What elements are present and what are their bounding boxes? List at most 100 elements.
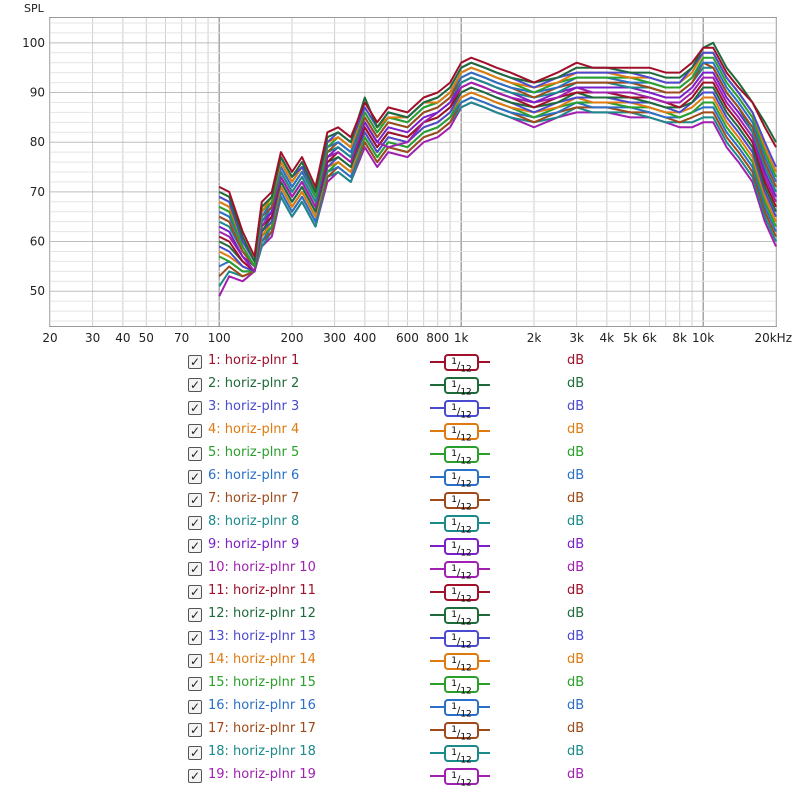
smoothing-label: 1/12 bbox=[444, 515, 479, 535]
smoothing-numerator: 1 bbox=[451, 426, 457, 436]
x-tick-labels: 20 30 40 50 70 100 200 300 400 600 800 1k 2k 3k 4k 5k 6k… bbox=[42, 331, 792, 345]
series-visibility-checkbox[interactable]: ✓ bbox=[188, 470, 202, 484]
smoothing-selector[interactable]: 1/12 bbox=[430, 492, 490, 512]
smoothing-denominator: 12 bbox=[460, 456, 472, 467]
series-visibility-checkbox[interactable]: ✓ bbox=[188, 378, 202, 392]
smoothing-numerator: 1 bbox=[451, 748, 457, 758]
smoothing-selector[interactable]: 1/12 bbox=[430, 584, 490, 604]
legend-row: ✓ 11: horiz-plnr 11 1/12 dB bbox=[188, 581, 608, 604]
smoothing-selector[interactable]: 1/12 bbox=[430, 768, 490, 788]
x-tick-label: 1k bbox=[454, 331, 469, 345]
legend-row: ✓ 15: horiz-plnr 15 1/12 dB bbox=[188, 673, 608, 696]
legend-row: ✓ 2: horiz-plnr 2 1/12 dB bbox=[188, 374, 608, 397]
smoothing-selector[interactable]: 1/12 bbox=[430, 446, 490, 467]
smoothing-numerator: 1 bbox=[451, 587, 457, 597]
smoothing-selector[interactable]: 1/12 bbox=[430, 515, 490, 535]
series-visibility-checkbox[interactable]: ✓ bbox=[188, 654, 202, 668]
unit-label: dB bbox=[567, 606, 585, 621]
series-name: 17: horiz-plnr 17 bbox=[208, 721, 316, 736]
smoothing-numerator: 1 bbox=[451, 725, 457, 735]
x-tick-label: 600 bbox=[396, 331, 419, 345]
smoothing-denominator: 12 bbox=[460, 433, 472, 444]
series-name: 9: horiz-plnr 9 bbox=[208, 537, 300, 552]
series-name: 13: horiz-plnr 13 bbox=[208, 629, 316, 644]
series-visibility-checkbox[interactable]: ✓ bbox=[188, 355, 202, 369]
plot-grid bbox=[49, 18, 777, 326]
smoothing-denominator: 12 bbox=[460, 755, 472, 766]
series-visibility-checkbox[interactable]: ✓ bbox=[188, 493, 202, 507]
smoothing-selector[interactable]: 1/12 bbox=[430, 630, 490, 650]
series-name: 4: horiz-plnr 4 bbox=[208, 422, 300, 437]
smoothing-label: 1/12 bbox=[444, 354, 479, 374]
smoothing-label: 1/12 bbox=[444, 676, 479, 696]
series-line-4 bbox=[218, 51, 777, 263]
x-tick-label: 5k bbox=[623, 331, 638, 345]
series-name: 3: horiz-plnr 3 bbox=[208, 399, 300, 414]
smoothing-selector[interactable]: 1/12 bbox=[430, 469, 490, 489]
smoothing-selector[interactable]: 1/12 bbox=[430, 653, 490, 673]
series-visibility-checkbox[interactable]: ✓ bbox=[188, 539, 202, 553]
smoothing-numerator: 1 bbox=[451, 564, 457, 574]
smoothing-label: 1/12 bbox=[444, 538, 479, 558]
smoothing-selector[interactable]: 1/12 bbox=[430, 676, 490, 696]
unit-label: dB bbox=[567, 422, 585, 437]
smoothing-label: 1/12 bbox=[444, 584, 479, 604]
series-visibility-checkbox[interactable]: ✓ bbox=[188, 769, 202, 783]
smoothing-selector[interactable]: 1/12 bbox=[430, 561, 490, 581]
unit-label: dB bbox=[567, 560, 585, 575]
smoothing-selector[interactable]: 1/12 bbox=[430, 423, 490, 443]
series-visibility-checkbox[interactable]: ✓ bbox=[188, 562, 202, 576]
y-tick-labels: 50 60 70 80 90 100 bbox=[22, 36, 45, 298]
series-visibility-checkbox[interactable]: ✓ bbox=[188, 608, 202, 622]
unit-label: dB bbox=[567, 767, 585, 782]
legend-row: ✓ 8: horiz-plnr 8 1/12 dB bbox=[188, 512, 608, 535]
series-visibility-checkbox[interactable]: ✓ bbox=[188, 723, 202, 737]
smoothing-label: 1/12 bbox=[444, 492, 479, 512]
smoothing-label: 1/12 bbox=[444, 768, 479, 788]
smoothing-label: 1/12 bbox=[444, 722, 479, 742]
unit-label: dB bbox=[567, 744, 585, 759]
series-name: 12: horiz-plnr 12 bbox=[208, 606, 316, 621]
legend-row: ✓ 4: horiz-plnr 4 1/12 dB bbox=[188, 420, 608, 443]
smoothing-denominator: 12 bbox=[460, 410, 472, 421]
series-line-2 bbox=[218, 41, 777, 263]
smoothing-selector[interactable]: 1/12 bbox=[430, 377, 490, 397]
unit-label: dB bbox=[567, 491, 585, 506]
series-name: 2: horiz-plnr 2 bbox=[208, 376, 300, 391]
unit-label: dB bbox=[567, 675, 585, 690]
series-visibility-checkbox[interactable]: ✓ bbox=[188, 700, 202, 714]
smoothing-selector[interactable]: 1/12 bbox=[430, 699, 490, 719]
x-tick-label: 8k bbox=[672, 331, 687, 345]
unit-label: dB bbox=[567, 514, 585, 529]
series-visibility-checkbox[interactable]: ✓ bbox=[188, 401, 202, 415]
smoothing-label: 1/12 bbox=[444, 653, 479, 673]
y-tick-label: 60 bbox=[30, 235, 45, 249]
smoothing-selector[interactable]: 1/12 bbox=[430, 538, 490, 558]
smoothing-label: 1/12 bbox=[444, 699, 479, 719]
smoothing-label: 1/12 bbox=[444, 630, 479, 650]
series-visibility-checkbox[interactable]: ✓ bbox=[188, 585, 202, 599]
smoothing-selector[interactable]: 1/12 bbox=[430, 354, 490, 374]
smoothing-denominator: 12 bbox=[460, 617, 472, 628]
series-visibility-checkbox[interactable]: ✓ bbox=[188, 746, 202, 760]
series-name: 14: horiz-plnr 14 bbox=[208, 652, 316, 667]
series-name: 15: horiz-plnr 15 bbox=[208, 675, 316, 690]
smoothing-selector[interactable]: 1/12 bbox=[430, 722, 490, 742]
series-line-10 bbox=[218, 76, 777, 273]
series-visibility-checkbox[interactable]: ✓ bbox=[188, 424, 202, 438]
smoothing-label: 1/12 bbox=[444, 446, 479, 467]
series-visibility-checkbox[interactable]: ✓ bbox=[188, 677, 202, 691]
series-visibility-checkbox[interactable]: ✓ bbox=[188, 516, 202, 530]
legend-row: ✓ 17: horiz-plnr 17 1/12 dB bbox=[188, 719, 608, 742]
series-visibility-checkbox[interactable]: ✓ bbox=[188, 447, 202, 461]
smoothing-numerator: 1 bbox=[451, 702, 457, 712]
x-tick-label: 4k bbox=[600, 331, 615, 345]
frequency-response-chart: SPL 50 60 70 80 90 100 20 30 40 50 70 100 200 300 400… bbox=[22, 2, 792, 345]
legend-row: ✓ 12: horiz-plnr 12 1/12 dB bbox=[188, 604, 608, 627]
series-line-12 bbox=[218, 86, 777, 273]
series-visibility-checkbox[interactable]: ✓ bbox=[188, 631, 202, 645]
smoothing-selector[interactable]: 1/12 bbox=[430, 607, 490, 627]
smoothing-selector[interactable]: 1/12 bbox=[430, 745, 490, 765]
smoothing-selector[interactable]: 1/12 bbox=[430, 400, 490, 420]
series-name: 19: horiz-plnr 19 bbox=[208, 767, 316, 782]
